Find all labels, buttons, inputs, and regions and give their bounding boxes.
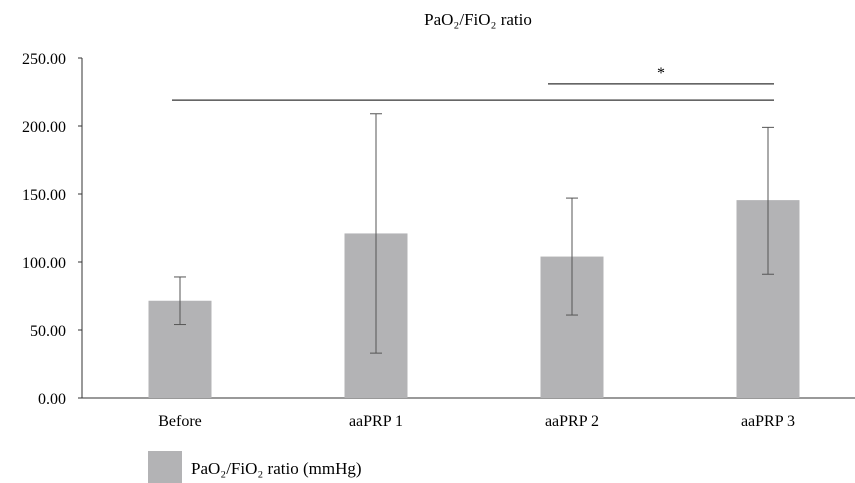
legend-swatch xyxy=(148,451,182,483)
x-tick-label: Before xyxy=(158,413,202,430)
legend-label: PaO₂/FiO₂ ratio (mmHg) xyxy=(191,459,362,478)
y-tick-label: 50.00 xyxy=(30,323,66,340)
legend: PaO₂/FiO₂ ratio (mmHg) xyxy=(148,451,362,483)
y-tick-label: 250.00 xyxy=(22,51,66,68)
x-tick-label: aaPRP 2 xyxy=(545,413,599,430)
y-tick-label: 200.00 xyxy=(22,119,66,136)
significance-marker: * xyxy=(657,65,665,82)
x-tick-label: aaPRP 3 xyxy=(741,413,795,430)
chart-title: PaO₂/FiO₂ ratio xyxy=(424,10,532,29)
x-tick-label: aaPRP 1 xyxy=(349,413,403,430)
plot-area: 0.00 50.00 100.00 150.00 200.00 250.00 Before a… xyxy=(22,51,855,430)
y-tick-label: 150.00 xyxy=(22,187,66,204)
y-tick-label: 100.00 xyxy=(22,255,66,272)
y-tick-label: 0.00 xyxy=(38,391,66,408)
